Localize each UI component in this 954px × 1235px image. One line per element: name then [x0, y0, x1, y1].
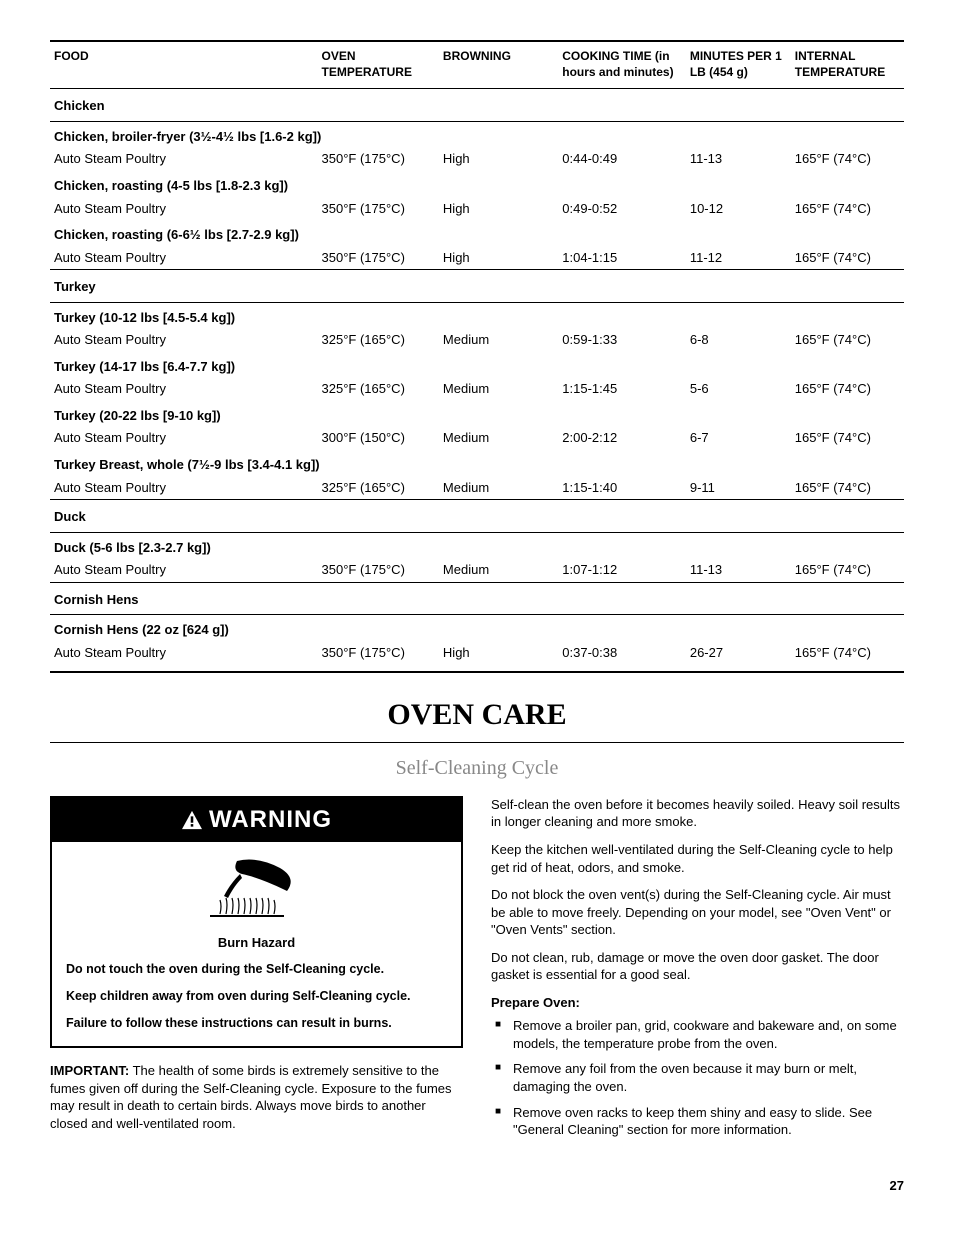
table-row: Turkey (10-12 lbs [4.5-5.4 kg]): [50, 302, 904, 328]
table-row: Duck (5-6 lbs [2.3-2.7 kg]): [50, 532, 904, 558]
warning-box: WARNING: [50, 796, 463, 1048]
table-row: Auto Steam Poultry325°F (165°C)Medium1:1…: [50, 377, 904, 401]
table-row: Auto Steam Poultry350°F (175°C)High0:44-…: [50, 147, 904, 171]
header-oven-temp: OVEN TEMPERATURE: [318, 41, 439, 89]
table-row: Chicken: [50, 89, 904, 122]
table-row: Chicken, roasting (6-6½ lbs [2.7-2.9 kg]…: [50, 220, 904, 246]
table-row: Duck: [50, 500, 904, 533]
right-p3: Do not block the oven vent(s) during the…: [491, 886, 904, 939]
table-row: Turkey (20-22 lbs [9-10 kg]): [50, 401, 904, 427]
header-internal-temp: INTERNAL TEMPERATURE: [791, 41, 904, 89]
burn-hazard-icon: [52, 842, 461, 934]
warning-line-3: Failure to follow these instructions can…: [66, 1015, 447, 1032]
table-row: Auto Steam Poultry300°F (150°C)Medium2:0…: [50, 426, 904, 450]
list-item: Remove a broiler pan, grid, cookware and…: [491, 1017, 904, 1052]
list-item: Remove oven racks to keep them shiny and…: [491, 1104, 904, 1139]
table-row: Cornish Hens: [50, 582, 904, 615]
table-row: Auto Steam Poultry325°F (165°C)Medium0:5…: [50, 328, 904, 352]
page-number: 27: [50, 1177, 904, 1195]
table-row: Turkey Breast, whole (7½-9 lbs [3.4-4.1 …: [50, 450, 904, 476]
table-row: Chicken, broiler-fryer (3½-4½ lbs [1.6-2…: [50, 121, 904, 147]
table-row: Chicken, roasting (4-5 lbs [1.8-2.3 kg]): [50, 171, 904, 197]
table-row: Auto Steam Poultry350°F (175°C)High0:37-…: [50, 641, 904, 673]
heading-oven-care: OVEN CARE: [50, 695, 904, 743]
right-p2: Keep the kitchen well-ventilated during …: [491, 841, 904, 876]
important-note: IMPORTANT: The health of some birds is e…: [50, 1062, 463, 1132]
header-cooking-time: COOKING TIME (in hours and minutes): [558, 41, 686, 89]
cooking-table: FOOD OVEN TEMPERATURE BROWNING COOKING T…: [50, 40, 904, 673]
warning-header: WARNING: [52, 798, 461, 842]
table-row: Auto Steam Poultry350°F (175°C)High1:04-…: [50, 246, 904, 270]
table-row: Cornish Hens (22 oz [624 g]): [50, 615, 904, 641]
right-p1: Self-clean the oven before it becomes he…: [491, 796, 904, 831]
table-row: Auto Steam Poultry325°F (165°C)Medium1:1…: [50, 476, 904, 500]
header-browning: BROWNING: [439, 41, 558, 89]
list-item: Remove any foil from the oven because it…: [491, 1060, 904, 1095]
header-food: FOOD: [50, 41, 318, 89]
prepare-oven-title: Prepare Oven:: [491, 994, 904, 1012]
table-row: Auto Steam Poultry350°F (175°C)High0:49-…: [50, 197, 904, 221]
prepare-list: Remove a broiler pan, grid, cookware and…: [491, 1017, 904, 1138]
warning-line-1: Do not touch the oven during the Self-Cl…: [66, 961, 447, 978]
heading-self-cleaning: Self-Cleaning Cycle: [50, 755, 904, 782]
header-min-per-lb: MINUTES PER 1 LB (454 g): [686, 41, 791, 89]
table-row: Turkey: [50, 270, 904, 303]
right-p4: Do not clean, rub, damage or move the ov…: [491, 949, 904, 984]
table-row: Turkey (14-17 lbs [6.4-7.7 kg]): [50, 352, 904, 378]
warning-hazard-title: Burn Hazard: [66, 934, 447, 952]
table-row: Auto Steam Poultry350°F (175°C)Medium1:0…: [50, 558, 904, 582]
alert-icon: [181, 810, 203, 830]
warning-line-2: Keep children away from oven during Self…: [66, 988, 447, 1005]
